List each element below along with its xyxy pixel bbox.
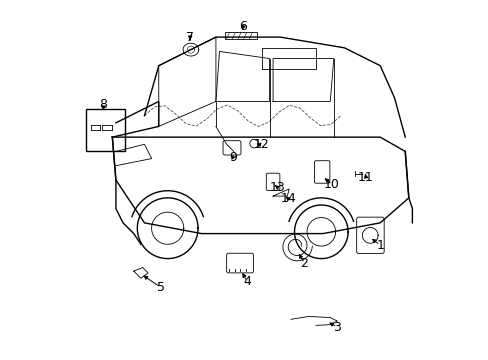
Text: 5: 5 [156, 281, 164, 294]
Text: 10: 10 [324, 178, 339, 191]
FancyBboxPatch shape [314, 161, 329, 183]
Text: 1: 1 [376, 239, 384, 252]
FancyBboxPatch shape [266, 173, 279, 190]
Bar [224, 32, 257, 39]
Text: 3: 3 [333, 321, 341, 334]
Text: 12: 12 [253, 139, 269, 152]
Text: 4: 4 [243, 275, 251, 288]
Text: 13: 13 [269, 181, 285, 194]
FancyBboxPatch shape [226, 253, 253, 273]
Text: 9: 9 [229, 151, 237, 165]
Text: 2: 2 [300, 257, 308, 270]
Text: 6: 6 [239, 20, 247, 33]
Text: 11: 11 [357, 171, 373, 184]
Text: 14: 14 [280, 192, 295, 205]
Text: 7: 7 [186, 31, 194, 44]
Bar [85, 109, 124, 152]
FancyBboxPatch shape [223, 141, 241, 155]
FancyBboxPatch shape [356, 217, 384, 253]
Text: 8: 8 [99, 99, 107, 112]
